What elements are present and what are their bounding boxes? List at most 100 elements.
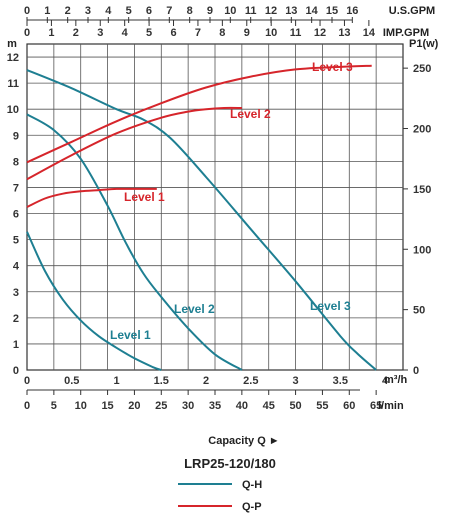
m3h-tick-label: 0 xyxy=(24,375,30,387)
imp-gpm-tick-label: 13 xyxy=(338,27,350,39)
power-tick-label: 150 xyxy=(413,184,431,196)
us-gpm-tick-label: 12 xyxy=(265,5,277,17)
imp-gpm-tick-label: 4 xyxy=(122,27,129,39)
m3h-tick-label: 2 xyxy=(203,375,209,387)
head-tick-label: 2 xyxy=(13,313,19,325)
qh-curve-1 xyxy=(26,231,162,371)
head-tick-label: 0 xyxy=(13,365,19,377)
head-tick-label: 10 xyxy=(7,104,19,116)
qp-curve-2 xyxy=(26,106,242,181)
head-tick-label: 6 xyxy=(13,209,19,221)
m3h-tick-label: 0.5 xyxy=(64,375,79,387)
imp-gpm-unit-label: IMP.GPM xyxy=(383,27,429,39)
us-gpm-tick-label: 2 xyxy=(65,5,71,17)
lmin-tick-label: 50 xyxy=(289,400,301,412)
us-gpm-tick-label: 9 xyxy=(207,5,213,17)
head-tick-label: 1 xyxy=(13,339,19,351)
qp-curve-label: Level 2 xyxy=(230,107,271,121)
m3h-tick-label: 3.5 xyxy=(333,375,348,387)
qh-curve-label: Level 3 xyxy=(310,299,351,313)
head-tick-label: 4 xyxy=(13,261,20,273)
head-tick-label: 7 xyxy=(13,182,19,194)
us-gpm-tick-label: 8 xyxy=(187,5,193,17)
m3h-tick-label: 2.5 xyxy=(243,375,258,387)
power-tick-label: 50 xyxy=(413,305,425,317)
us-gpm-tick-label: 10 xyxy=(224,5,236,17)
imp-gpm-tick-label: 5 xyxy=(146,27,152,39)
legend: Capacity Q ► LRP25-120/180 Q-H Q-P xyxy=(178,435,280,513)
imp-gpm-tick-label: 7 xyxy=(195,27,201,39)
us-gpm-tick-label: 13 xyxy=(285,5,297,17)
us-gpm-tick-label: 6 xyxy=(146,5,152,17)
lmin-tick-label: 10 xyxy=(75,400,87,412)
us-gpm-tick-label: 0 xyxy=(24,5,30,17)
head-tick-label: 3 xyxy=(13,287,19,299)
us-gpm-tick-label: 5 xyxy=(126,5,132,17)
m3h-unit-label: m³/h xyxy=(384,374,408,386)
us-gpm-tick-label: 14 xyxy=(306,5,319,17)
power-unit-label: P1(w) xyxy=(409,38,439,50)
lmin-unit-label: l/min xyxy=(378,400,404,412)
imp-gpm-tick-label: 11 xyxy=(290,27,302,39)
legend-label: Q-H xyxy=(242,479,262,491)
lmin-tick-label: 25 xyxy=(155,400,167,412)
imp-gpm-tick-label: 9 xyxy=(244,27,250,39)
us-gpm-tick-label: 7 xyxy=(166,5,172,17)
head-tick-label: 12 xyxy=(7,52,19,64)
lmin-tick-label: 35 xyxy=(209,400,221,412)
lmin-tick-label: 15 xyxy=(101,400,113,412)
curve-labels: Level 1 Level 2 Level 3 Level 1 Level 2 Level… xyxy=(110,60,353,342)
m3h-tick-label: 4 xyxy=(382,375,389,387)
head-unit-label: m xyxy=(7,38,17,50)
model-title: LRP25-120/180 xyxy=(184,456,276,471)
imp-gpm-tick-label: 10 xyxy=(265,27,277,39)
head-tick-label: 11 xyxy=(7,78,19,90)
imp-gpm-tick-label: 12 xyxy=(314,27,326,39)
imp-gpm-tick-label: 1 xyxy=(48,27,54,39)
power-tick-label: 200 xyxy=(413,124,431,136)
power-tick-label: 250 xyxy=(413,63,431,75)
m3h-tick-label: 1.5 xyxy=(154,375,169,387)
lmin-tick-label: 0 xyxy=(24,400,30,412)
lmin-tick-label: 5 xyxy=(51,400,57,412)
grid-layer xyxy=(26,43,404,371)
qh-curve-label: Level 2 xyxy=(174,302,215,316)
legend-label: Q-P xyxy=(242,501,262,513)
imp-gpm-tick-label: 8 xyxy=(219,27,225,39)
lmin-tick-label: 60 xyxy=(343,400,355,412)
m3h-tick-label: 1 xyxy=(113,375,119,387)
us-gpm-unit-label: U.S.GPM xyxy=(389,5,435,17)
head-tick-label: 8 xyxy=(13,156,19,168)
lmin-tick-label: 65 xyxy=(370,400,382,412)
imp-gpm-tick-label: 6 xyxy=(170,27,176,39)
lmin-tick-label: 20 xyxy=(128,400,140,412)
us-gpm-tick-label: 1 xyxy=(44,5,50,17)
curves-layer xyxy=(26,64,377,371)
lmin-tick-label: 55 xyxy=(316,400,328,412)
imp-gpm-tick-label: 2 xyxy=(73,27,79,39)
flow-axes: 0 0.5 1 1.5 2 2.5 3 3.5 4m³/h 0 5 10 15 20 25 30 35 40 45 5… xyxy=(24,374,408,412)
imp-gpm-tick-label: 14 xyxy=(363,27,376,39)
lmin-tick-label: 40 xyxy=(236,400,248,412)
us-gpm-tick-label: 16 xyxy=(346,5,358,17)
m3h-tick-label: 3 xyxy=(293,375,299,387)
qp-curve-3 xyxy=(26,64,372,164)
qh-curve-label: Level 1 xyxy=(110,328,151,342)
imp-gpm-tick-label: 3 xyxy=(97,27,103,39)
qh-curve-3 xyxy=(26,69,377,371)
head-tick-label: 9 xyxy=(13,130,19,142)
imp-gpm-tick-label: 0 xyxy=(24,27,30,39)
lmin-tick-label: 45 xyxy=(263,400,275,412)
qp-curve-label: Level 1 xyxy=(124,190,165,204)
us-gpm-tick-label: 3 xyxy=(85,5,91,17)
power-tick-label: 100 xyxy=(413,244,431,256)
power-tick-label: 0 xyxy=(413,365,419,377)
us-gpm-tick-label: 15 xyxy=(326,5,338,17)
us-gpm-tick-label: 4 xyxy=(105,5,112,17)
power-axis: 0 50 100 150 200 250 P1(w) xyxy=(403,38,439,377)
us-gpm-tick-label: 11 xyxy=(245,5,257,17)
qp-curve-1 xyxy=(26,187,157,208)
